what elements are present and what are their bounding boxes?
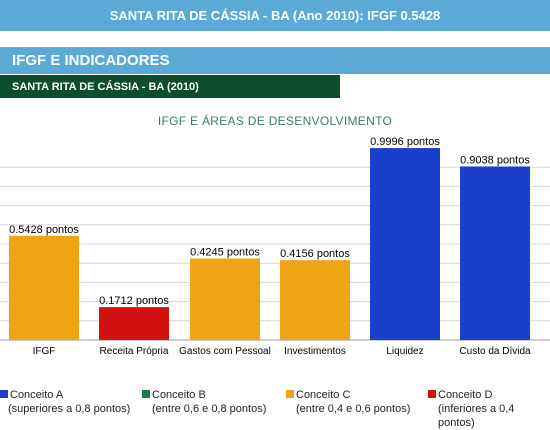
- legend-item-c: Conceito C (entre 0,4 e 0,6 pontos): [286, 388, 410, 416]
- bar-2: [190, 258, 260, 340]
- legend-item-d: Conceito D (inferiores a 0,4 pontos): [428, 388, 550, 430]
- legend-swatch-b: [142, 390, 150, 398]
- legend-swatch-d: [428, 390, 436, 398]
- legend-item-a: Conceito A (superiores a 0,8 pontos): [0, 388, 130, 416]
- page-header: SANTA RITA DE CÁSSIA - BA (Ano 2010): IF…: [0, 0, 550, 31]
- bar-value-label-2: 0.4245 pontos: [190, 246, 260, 258]
- legend-sub-d: (inferiores a 0,4 pontos): [438, 403, 515, 429]
- x-tick-labels: IFGF Receita Própria Gastos com Pessoal Inv…: [33, 346, 531, 357]
- legend-item-b: Conceito B (entre 0,6 e 0,8 pontos): [142, 388, 266, 416]
- section-title: IFGF E INDICADORES: [0, 47, 550, 74]
- x-tick-label-5: Custo da Dívida: [459, 346, 531, 357]
- legend-swatch-a: [0, 390, 8, 398]
- x-tick-label-4: Liquidez: [386, 346, 423, 357]
- bar-value-label-5: 0.9038 pontos: [460, 154, 530, 166]
- bars: [9, 148, 530, 340]
- legend-label-b: Conceito B: [152, 389, 206, 401]
- legend-sub-b: (entre 0,6 e 0,8 pontos): [152, 403, 267, 415]
- bar-chart: 0.5428 pontos 0.1712 pontos 0.4245 pontos 0…: [0, 136, 550, 357]
- bar-value-label-0: 0.5428 pontos: [9, 224, 79, 236]
- legend-sub-a: (superiores a 0,8 pontos): [8, 403, 131, 415]
- x-tick-label-2: Gastos com Pessoal: [179, 346, 271, 357]
- subsection-title: SANTA RITA DE CÁSSIA - BA (2010): [0, 75, 340, 98]
- legend-label-a: Conceito A: [10, 389, 64, 401]
- legend-swatch-c: [286, 390, 294, 398]
- x-tick-label-0: IFGF: [33, 346, 56, 357]
- bar-0: [9, 235, 79, 340]
- bar-1: [99, 307, 169, 340]
- bar-value-label-1: 0.1712 pontos: [99, 295, 169, 307]
- x-tick-label-1: Receita Própria: [100, 346, 169, 357]
- bar-4: [370, 148, 440, 340]
- x-tick-label-3: Investimentos: [284, 346, 346, 357]
- chart-title: IFGF E ÁREAS DE DESENVOLVIMENTO: [157, 114, 393, 128]
- bar-5: [460, 166, 530, 340]
- bar-3: [280, 260, 350, 340]
- legend-label-d: Conceito D: [438, 389, 493, 401]
- bar-value-label-3: 0.4156 pontos: [280, 248, 350, 260]
- bar-value-label-4: 0.9996 pontos: [370, 136, 440, 148]
- legend-label-c: Conceito C: [296, 389, 351, 401]
- gridlines: [0, 166, 550, 341]
- legend-sub-c: (entre 0,4 e 0,6 pontos): [296, 403, 411, 415]
- bar-value-labels: 0.5428 pontos 0.1712 pontos 0.4245 pontos 0…: [9, 136, 530, 307]
